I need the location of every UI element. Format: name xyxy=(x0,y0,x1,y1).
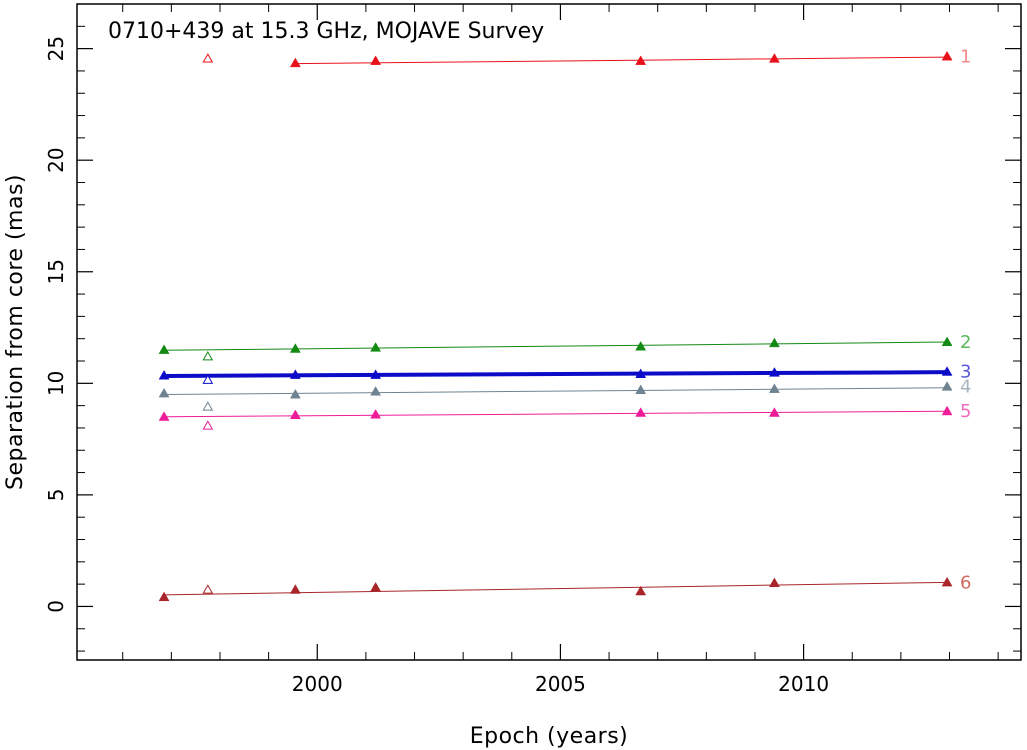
series-2-point xyxy=(941,336,953,347)
y-axis-title: Separation from core (mas) xyxy=(3,174,28,490)
series-1-label: 1 xyxy=(960,46,971,67)
series-1-point xyxy=(289,57,301,68)
series-2-label: 2 xyxy=(960,332,971,353)
series-1-fit-line xyxy=(295,56,948,65)
series-3-point xyxy=(158,370,170,380)
series-4: 4 xyxy=(158,377,971,411)
series-2-point xyxy=(635,340,647,351)
series-4-point xyxy=(941,381,953,391)
series-1-open-point xyxy=(202,53,214,63)
series-6-point xyxy=(158,591,170,602)
series-5-point xyxy=(768,407,780,417)
plot-frame xyxy=(76,3,1022,661)
series-3-point xyxy=(289,369,301,379)
series-5-open-point xyxy=(202,420,214,430)
y-tick-label: 10 xyxy=(44,371,68,396)
series-6-point xyxy=(289,584,301,594)
series-2-point xyxy=(370,342,382,352)
series-5-point xyxy=(635,407,647,417)
x-axis-title: Epoch (years) xyxy=(470,724,629,749)
series-4-label: 4 xyxy=(960,377,971,398)
series-5: 5 xyxy=(158,401,971,430)
x-tick-label: 2000 xyxy=(292,672,343,696)
series-6-point xyxy=(941,576,953,587)
series-4-fit-line xyxy=(164,387,948,395)
series-3-point xyxy=(635,368,647,378)
series-6-fit-line xyxy=(164,581,948,596)
series-1-point xyxy=(768,53,780,63)
series-6: 6 xyxy=(158,572,971,602)
series-6-point xyxy=(768,577,780,588)
series-4-open-point xyxy=(202,401,214,411)
series-4-point xyxy=(158,387,170,398)
series-6-label: 6 xyxy=(960,572,971,593)
series-6-open-point xyxy=(202,584,214,594)
series-2-point xyxy=(289,343,301,353)
y-tick-label: 20 xyxy=(44,147,68,172)
series-layer: 1 2 34 5 6 xyxy=(158,46,971,602)
series-4-point xyxy=(289,388,301,399)
plot-title: 0710+439 at 15.3 GHz, MOJAVE Survey xyxy=(108,19,544,44)
series-5-point xyxy=(370,409,382,419)
series-5-point xyxy=(941,405,953,416)
y-tick-label: 15 xyxy=(44,259,68,284)
y-tick-label: 25 xyxy=(44,36,68,61)
series-2-point xyxy=(768,337,780,348)
series-2-fit-line xyxy=(164,341,948,351)
x-tick-label: 2010 xyxy=(778,672,829,696)
series-4-point xyxy=(635,384,647,395)
series-5-label: 5 xyxy=(960,401,971,422)
series-2-point xyxy=(158,344,170,354)
series-4-point xyxy=(370,386,382,396)
series-6-point xyxy=(635,585,647,596)
series-5-point xyxy=(289,409,301,420)
y-tick-label: 5 xyxy=(44,489,68,502)
series-3-point xyxy=(768,367,780,377)
series-3-point xyxy=(941,366,953,376)
series-1-point xyxy=(635,55,647,65)
series-4-point xyxy=(768,383,780,393)
series-1: 1 xyxy=(202,46,971,68)
series-3: 3 xyxy=(158,362,971,384)
series-3-open-point xyxy=(202,374,214,384)
series-6-point xyxy=(370,581,382,592)
series-5-point xyxy=(158,411,170,421)
series-2: 2 xyxy=(158,332,971,361)
series-3-point xyxy=(370,369,382,379)
series-1-point xyxy=(941,50,953,61)
series-1-point xyxy=(370,55,382,65)
x-tick-label: 2005 xyxy=(535,672,586,696)
series-3-fit-line xyxy=(164,370,948,378)
series-5-fit-line xyxy=(164,410,948,418)
series-3-label: 3 xyxy=(960,362,971,383)
y-tick-label: 0 xyxy=(44,600,68,613)
series-2-open-point xyxy=(202,351,214,361)
